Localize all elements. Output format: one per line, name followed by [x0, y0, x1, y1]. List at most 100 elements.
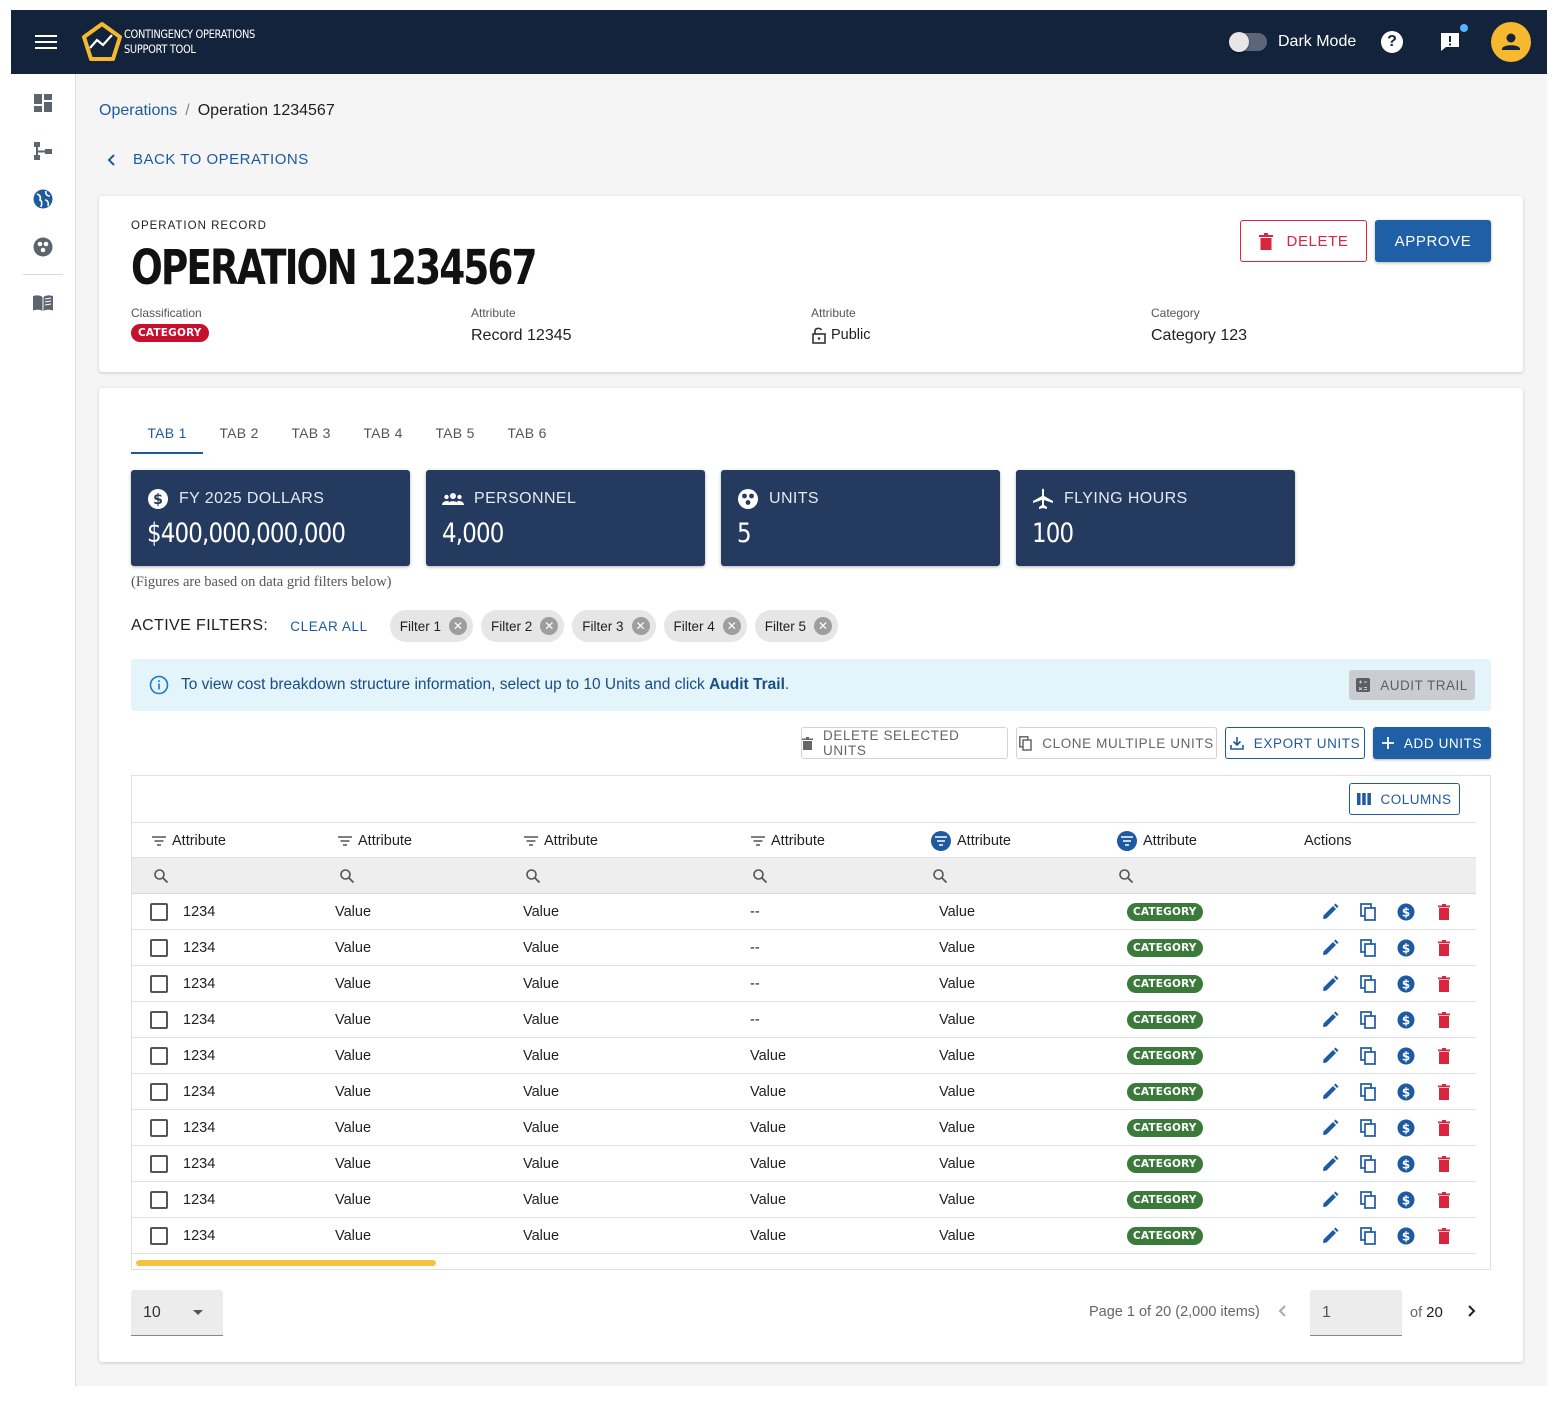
delete-icon[interactable]	[1435, 939, 1453, 957]
edit-icon[interactable]	[1321, 1191, 1339, 1209]
column-header-attribute-6[interactable]: Attribute	[1117, 823, 1197, 859]
close-icon[interactable]: ✕	[814, 617, 833, 635]
column-header-attribute-3[interactable]: Attribute	[524, 823, 598, 859]
row-checkbox[interactable]	[150, 1227, 168, 1245]
copy-icon[interactable]	[1359, 903, 1377, 921]
tab-6[interactable]: TAB 6	[507, 425, 547, 441]
next-page-icon[interactable]	[1463, 1302, 1479, 1320]
approve-button[interactable]: APPROVE	[1375, 220, 1491, 262]
tab-5[interactable]: TAB 5	[435, 425, 475, 441]
back-to-operations-link[interactable]: BACK TO OPERATIONS	[107, 151, 309, 168]
table-row[interactable]: 1234 Value Value Value Value CATEGORY $	[132, 1218, 1476, 1254]
row-checkbox[interactable]	[150, 1011, 168, 1029]
close-icon[interactable]: ✕	[540, 617, 559, 635]
filter-active-icon[interactable]	[931, 831, 951, 851]
close-icon[interactable]: ✕	[449, 617, 467, 635]
cost-dollar-icon[interactable]: $	[1397, 1083, 1415, 1101]
delete-icon[interactable]	[1435, 1227, 1453, 1245]
delete-selected-units-button[interactable]: DELETE SELECTED UNITS	[801, 727, 1008, 759]
add-units-button[interactable]: ADD UNITS	[1373, 727, 1491, 759]
book-icon[interactable]	[32, 292, 54, 314]
page-number-input[interactable]: 1	[1310, 1290, 1402, 1336]
columns-button[interactable]: COLUMNS	[1349, 783, 1460, 815]
row-checkbox[interactable]	[150, 1191, 168, 1209]
tab-1[interactable]: TAB 1	[131, 418, 203, 454]
table-row[interactable]: 1234 Value Value Value Value CATEGORY $	[132, 1110, 1476, 1146]
delete-icon[interactable]	[1435, 1155, 1453, 1173]
cost-dollar-icon[interactable]: $	[1397, 1191, 1415, 1209]
copy-icon[interactable]	[1359, 1047, 1377, 1065]
search-icon[interactable]	[1118, 868, 1134, 884]
copy-icon[interactable]	[1359, 1191, 1377, 1209]
copy-icon[interactable]	[1359, 1119, 1377, 1137]
cost-dollar-icon[interactable]: $	[1397, 975, 1415, 993]
row-checkbox[interactable]	[150, 1155, 168, 1173]
export-units-button[interactable]: EXPORT UNITS	[1225, 727, 1365, 759]
feedback-icon[interactable]	[1439, 32, 1461, 52]
table-row[interactable]: 1234 Value Value -- Value CATEGORY $	[132, 1002, 1476, 1038]
copy-icon[interactable]	[1359, 1155, 1377, 1173]
tab-2[interactable]: TAB 2	[219, 425, 259, 441]
cost-dollar-icon[interactable]: $	[1397, 1119, 1415, 1137]
filter-chip[interactable]: Filter 5 ✕	[754, 610, 839, 642]
user-avatar[interactable]	[1491, 22, 1531, 62]
edit-icon[interactable]	[1321, 975, 1339, 993]
delete-icon[interactable]	[1435, 1119, 1453, 1137]
table-row[interactable]: 1234 Value Value Value Value CATEGORY $	[132, 1146, 1476, 1182]
page-size-select[interactable]: 10	[131, 1290, 223, 1336]
search-icon[interactable]	[752, 868, 768, 884]
edit-icon[interactable]	[1321, 939, 1339, 957]
edit-icon[interactable]	[1321, 1011, 1339, 1029]
delete-icon[interactable]	[1435, 1083, 1453, 1101]
edit-icon[interactable]	[1321, 1227, 1339, 1245]
row-checkbox[interactable]	[150, 903, 168, 921]
help-icon[interactable]: ?	[1381, 31, 1403, 53]
edit-icon[interactable]	[1321, 1047, 1339, 1065]
column-header-attribute-2[interactable]: Attribute	[338, 823, 412, 859]
copy-icon[interactable]	[1359, 1083, 1377, 1101]
clone-multiple-units-button[interactable]: CLONE MULTIPLE UNITS	[1016, 727, 1217, 759]
search-icon[interactable]	[932, 868, 948, 884]
column-header-attribute-5[interactable]: Attribute	[931, 823, 1011, 859]
tab-3[interactable]: TAB 3	[291, 425, 331, 441]
horizontal-scrollbar[interactable]	[136, 1260, 436, 1266]
filter-chip[interactable]: Filter 3 ✕	[572, 610, 656, 642]
column-header-attribute-1[interactable]: Attribute	[152, 823, 226, 859]
row-checkbox[interactable]	[150, 975, 168, 993]
audit-trail-button[interactable]: AUDIT TRAIL	[1349, 670, 1475, 700]
search-icon[interactable]	[525, 868, 541, 884]
table-row[interactable]: 1234 Value Value Value Value CATEGORY $	[132, 1182, 1476, 1218]
copy-icon[interactable]	[1359, 1227, 1377, 1245]
copy-icon[interactable]	[1359, 975, 1377, 993]
filter-icon[interactable]	[751, 836, 765, 846]
previous-page-icon[interactable]	[1275, 1302, 1291, 1320]
table-row[interactable]: 1234 Value Value Value Value CATEGORY $	[132, 1074, 1476, 1110]
table-row[interactable]: 1234 Value Value -- Value CATEGORY $	[132, 966, 1476, 1002]
copy-icon[interactable]	[1359, 939, 1377, 957]
filter-chip[interactable]: Filter 4 ✕	[663, 610, 747, 642]
column-header-attribute-4[interactable]: Attribute	[751, 823, 825, 859]
delete-icon[interactable]	[1435, 1011, 1453, 1029]
globe-icon[interactable]	[32, 188, 54, 210]
clear-all-filters-button[interactable]: CLEAR ALL	[290, 618, 368, 634]
dark-mode-toggle[interactable]	[1229, 32, 1267, 52]
filter-chip[interactable]: Filter 1 ✕	[389, 610, 473, 642]
row-checkbox[interactable]	[150, 1083, 168, 1101]
edit-icon[interactable]	[1321, 903, 1339, 921]
copy-icon[interactable]	[1359, 1011, 1377, 1029]
table-row[interactable]: 1234 Value Value -- Value CATEGORY $	[132, 894, 1476, 930]
cost-dollar-icon[interactable]: $	[1397, 903, 1415, 921]
cost-dollar-icon[interactable]: $	[1397, 1011, 1415, 1029]
row-checkbox[interactable]	[150, 939, 168, 957]
row-checkbox[interactable]	[150, 1047, 168, 1065]
search-icon[interactable]	[339, 868, 355, 884]
filter-icon[interactable]	[524, 836, 538, 846]
filter-active-icon[interactable]	[1117, 831, 1137, 851]
cost-dollar-icon[interactable]: $	[1397, 939, 1415, 957]
cost-dollar-icon[interactable]: $	[1397, 1227, 1415, 1245]
actions-column-header[interactable]: Actions	[1304, 823, 1352, 859]
hierarchy-icon[interactable]	[32, 140, 54, 162]
search-icon[interactable]	[153, 868, 169, 884]
menu-icon[interactable]	[35, 32, 57, 52]
filter-chip[interactable]: Filter 2 ✕	[481, 610, 565, 642]
